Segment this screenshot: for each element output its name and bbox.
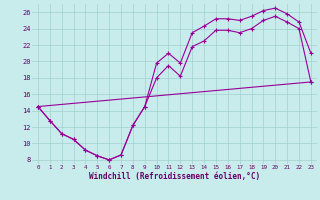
- X-axis label: Windchill (Refroidissement éolien,°C): Windchill (Refroidissement éolien,°C): [89, 172, 260, 181]
